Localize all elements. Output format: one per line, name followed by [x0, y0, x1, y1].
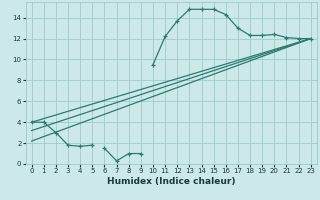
X-axis label: Humidex (Indice chaleur): Humidex (Indice chaleur)	[107, 177, 236, 186]
